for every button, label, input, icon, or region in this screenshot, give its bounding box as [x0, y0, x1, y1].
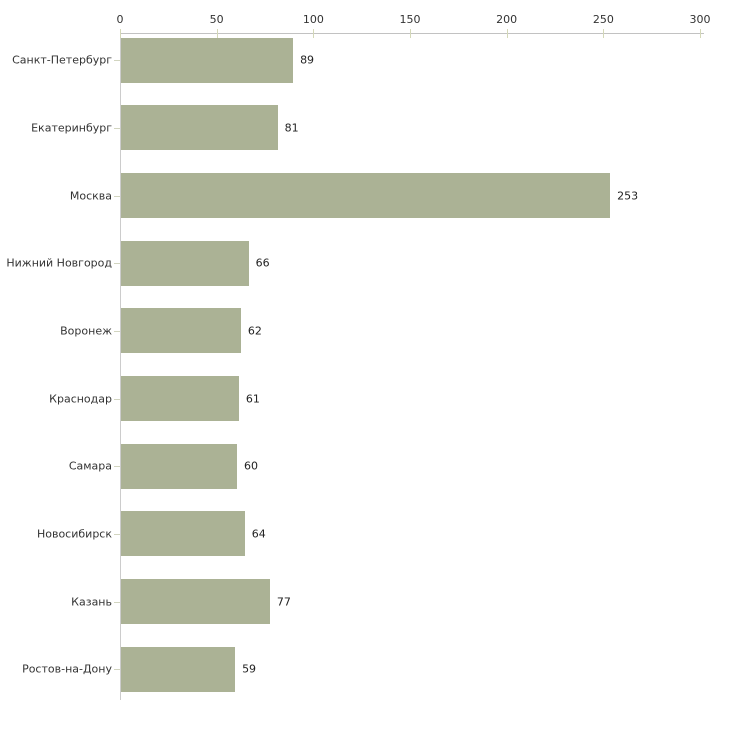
bar [121, 511, 245, 557]
x-axis-tick [313, 29, 315, 38]
value-label: 77 [276, 595, 291, 609]
value-label: 59 [242, 662, 257, 676]
category-label: Краснодар [49, 392, 112, 406]
bar [121, 376, 239, 422]
category-tick [114, 128, 120, 129]
category-tick [114, 263, 120, 264]
category-label: Ростов-на-Дону [22, 662, 112, 676]
x-axis-line [120, 33, 704, 34]
x-axis-tick-label: 300 [689, 13, 711, 26]
value-label: 66 [255, 256, 270, 270]
bar [121, 105, 278, 151]
category-label: Нижний Новгород [6, 256, 112, 270]
x-axis-tick-label: 50 [209, 13, 224, 26]
x-axis-tick [120, 29, 121, 38]
category-label: Новосибирск [36, 527, 112, 541]
value-label: 61 [245, 392, 260, 406]
category-tick [114, 331, 120, 332]
category-tick [114, 60, 120, 61]
value-label: 253 [617, 189, 639, 203]
category-tick [114, 602, 120, 603]
category-label: Воронеж [60, 324, 112, 338]
category-label: Москва [69, 189, 112, 203]
x-axis-tick-label: 150 [399, 13, 421, 26]
value-label: 81 [284, 121, 299, 135]
category-label: Санкт-Петербург [12, 53, 112, 67]
bar [121, 646, 236, 692]
category-label: Самара [68, 459, 112, 473]
bar [121, 240, 249, 286]
x-axis-tick [410, 29, 411, 38]
category-tick [114, 196, 120, 197]
value-label: 60 [244, 459, 258, 473]
x-axis-tick [216, 29, 218, 38]
category-tick [114, 466, 120, 467]
bar [121, 37, 294, 83]
bar [121, 443, 237, 489]
x-axis-tick-label: 200 [496, 13, 518, 26]
x-axis-tick [700, 29, 701, 38]
value-label: 89 [300, 53, 315, 67]
category-tick [114, 399, 120, 400]
y-axis-line [120, 33, 121, 700]
category-tick [114, 669, 120, 670]
category-tick [114, 534, 120, 535]
bar [121, 173, 611, 219]
category-label: Екатеринбург [31, 121, 112, 135]
x-axis-tick [506, 29, 508, 38]
x-axis-tick-label: 0 [116, 13, 124, 26]
bar [121, 579, 270, 625]
bar [121, 308, 241, 354]
category-label: Казань [71, 595, 112, 609]
value-label: 64 [251, 527, 266, 541]
x-axis-tick-label: 250 [592, 13, 614, 26]
x-axis-tick [603, 29, 605, 38]
value-label: 62 [247, 324, 262, 338]
x-axis-tick-label: 100 [302, 13, 324, 26]
